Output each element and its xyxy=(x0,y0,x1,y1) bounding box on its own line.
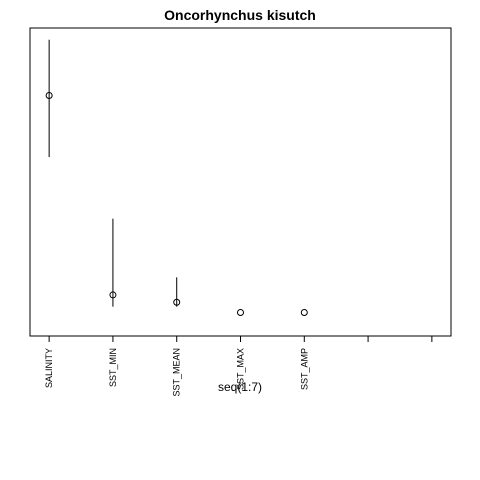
x-tick-label: SALINITY xyxy=(44,348,54,388)
data-point xyxy=(300,309,308,317)
data-point xyxy=(173,298,181,306)
x-tick-label: SST_MIN xyxy=(108,348,118,387)
x-axis-label: seq(1:7) xyxy=(218,380,262,394)
x-tick-label: SST_MEAN xyxy=(172,348,182,397)
x-tick-label: SST_AMP xyxy=(299,348,309,390)
data-marks xyxy=(45,39,308,317)
x-axis: SALINITY SST_MIN SST_MEAN SST_MAX SST_AMP xyxy=(44,336,433,397)
data-point xyxy=(45,91,53,99)
x-tick-label: SST_MAX xyxy=(236,348,246,390)
data-point xyxy=(109,291,117,299)
chart-title: Oncorhynchus kisutch xyxy=(164,7,316,23)
plot-frame xyxy=(29,27,452,337)
data-point xyxy=(237,309,244,317)
